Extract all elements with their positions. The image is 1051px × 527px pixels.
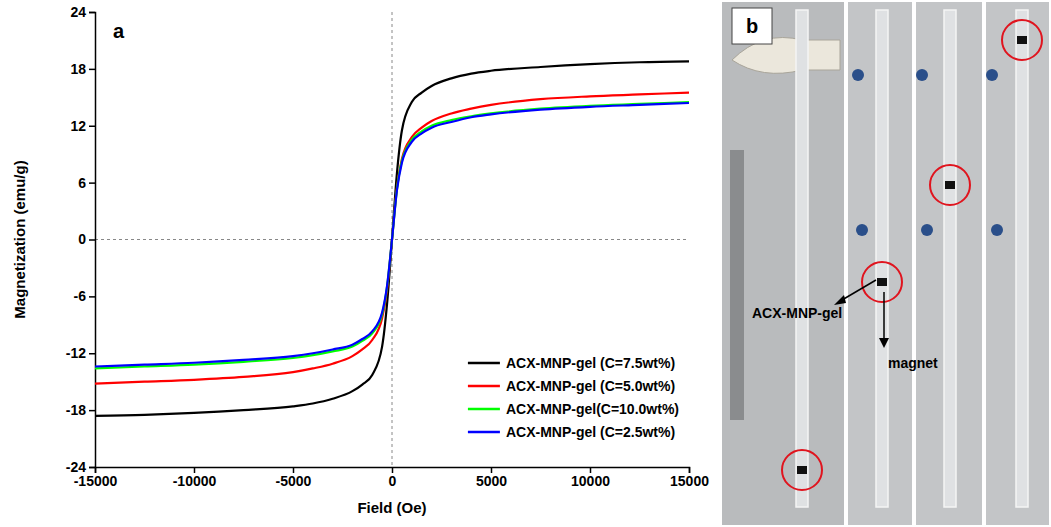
legend-label: ACX-MNP-gel (C=5.0wt%) <box>506 378 675 394</box>
y-tick-mark <box>89 12 95 14</box>
legend-label: ACX-MNP-gel(C=10.0wt%) <box>506 401 679 417</box>
gel-sample <box>1017 36 1027 44</box>
y-tick-label: 0 <box>78 231 86 247</box>
photo-strip <box>986 2 1049 525</box>
y-tick-label: 12 <box>70 118 86 134</box>
annotation: ACX-MNP-gel <box>752 305 842 321</box>
x-tick-label: 15000 <box>670 473 709 489</box>
photo-strip <box>848 2 912 525</box>
legend-item: ACX-MNP-gel(C=10.0wt%) <box>468 401 679 417</box>
y-tick-label: -12 <box>66 345 86 361</box>
annotation: magnet <box>888 355 938 371</box>
x-tick: 15000 <box>670 467 709 489</box>
panel-b: b ACX-MNP-gel magnet <box>722 2 1049 525</box>
arrow <box>883 292 885 340</box>
ruler <box>730 150 744 420</box>
gel-sample <box>877 278 887 286</box>
photo-strip <box>722 2 844 525</box>
y-tick: 0 <box>78 231 95 247</box>
y-tick: -6 <box>74 288 95 304</box>
clamp-knob <box>921 224 933 236</box>
y-tick-mark <box>89 126 95 128</box>
photo-strip <box>916 2 982 525</box>
x-tick-label: -10000 <box>173 473 217 489</box>
y-tick-label: 6 <box>78 175 86 191</box>
y-axis-title: Magnetization (emu/g) <box>11 160 28 318</box>
legend-swatch <box>468 385 500 388</box>
x-tick-label: -5000 <box>276 473 312 489</box>
x-tick: -5000 <box>276 467 312 489</box>
highlight-circle <box>1002 20 1042 60</box>
legend-swatch <box>468 408 500 411</box>
y-tick: -18 <box>66 402 95 418</box>
x-tick-label: 10000 <box>571 473 610 489</box>
y-tick-label: -6 <box>74 288 87 304</box>
y-tick: 24 <box>70 4 95 20</box>
y-tick-mark <box>89 467 95 469</box>
panel-letter: a <box>113 20 125 42</box>
y-tick-mark <box>89 410 95 412</box>
lines <box>95 61 689 416</box>
legend-swatch <box>468 431 500 434</box>
y-tick: 6 <box>78 175 95 191</box>
y-tick: -12 <box>66 345 95 361</box>
x-tick: 10000 <box>571 467 610 489</box>
clamp-knob <box>991 224 1003 236</box>
gel-sample <box>945 181 955 189</box>
highlight-circle <box>782 450 822 490</box>
y-axis-line <box>89 13 96 468</box>
y-tick-mark <box>89 296 95 298</box>
series-line <box>95 61 689 416</box>
y-tick-mark <box>89 182 95 184</box>
x-tick: 5000 <box>476 467 507 489</box>
y-tick: 12 <box>70 118 95 134</box>
series-line <box>95 93 689 384</box>
y-tick-mark <box>89 239 95 241</box>
highlight-circle <box>862 262 902 302</box>
legend: ACX-MNP-gel (C=7.5wt%) ACX-MNP-gel (C=5.0… <box>468 355 679 440</box>
legend-label: ACX-MNP-gel (C=7.5wt%) <box>506 355 675 371</box>
reference-lines <box>95 12 689 467</box>
y-tick-label: -18 <box>66 402 86 418</box>
clamp-knob <box>986 69 998 81</box>
legend-item: ACX-MNP-gel (C=2.5wt%) <box>468 424 675 440</box>
label-box <box>732 8 772 44</box>
clamp-knob <box>916 69 928 81</box>
x-axis-title: Field (Oe) <box>357 499 426 516</box>
y-tick-label: 24 <box>70 4 86 20</box>
x-tick-label: -15000 <box>74 473 118 489</box>
clamp-knob <box>852 69 864 81</box>
y-tick-label: -24 <box>66 459 86 475</box>
gel-sample <box>797 466 807 474</box>
y-tick: -24 <box>66 459 95 475</box>
y-tick-mark <box>89 353 95 355</box>
x-tick: 0 <box>389 467 397 489</box>
y-tick: 18 <box>70 61 95 77</box>
highlight-circle <box>930 165 970 205</box>
y-tick-label: 18 <box>70 61 86 77</box>
panel-a: -15000 -10000 -5000 0 5000 10000 15000 -24 -18 -1… <box>11 4 709 516</box>
panel-letter: b <box>746 15 758 37</box>
arrow-head <box>879 338 889 348</box>
y-axis: -24 -18 -12 -6 0 6 12 18 24 <box>66 4 96 475</box>
legend-item: ACX-MNP-gel (C=5.0wt%) <box>468 378 675 394</box>
legend-swatch <box>468 362 500 365</box>
x-axis: -15000 -10000 -5000 0 5000 10000 15000 <box>74 467 709 489</box>
tube <box>1016 10 1028 507</box>
series-line <box>95 102 689 368</box>
y-tick-mark <box>89 69 95 71</box>
legend-item: ACX-MNP-gel (C=7.5wt%) <box>468 355 675 371</box>
tube <box>876 10 888 507</box>
x-tick-label: 5000 <box>476 473 507 489</box>
x-tick-label: 0 <box>389 473 397 489</box>
series-line <box>95 103 689 367</box>
x-tick: -10000 <box>173 467 217 489</box>
clamp-knob <box>856 224 868 236</box>
arrow-head <box>834 295 846 305</box>
arrow <box>842 280 876 300</box>
legend-label: ACX-MNP-gel (C=2.5wt%) <box>506 424 675 440</box>
tube <box>944 10 956 507</box>
tube <box>796 10 808 507</box>
figure: -15000 -10000 -5000 0 5000 10000 15000 -24 -18 -1… <box>0 0 1051 527</box>
